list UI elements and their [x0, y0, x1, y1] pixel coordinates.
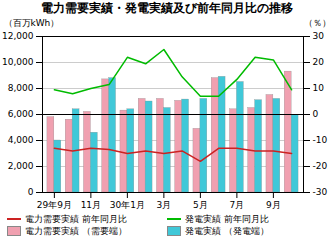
svg-text:2,000: 2,000 — [8, 161, 34, 171]
html-text:発電実績 （発電端）: 発電実績 （発電端） — [184, 226, 269, 236]
svg-text:20: 20 — [313, 57, 325, 67]
svg-text:-20: -20 — [313, 161, 328, 171]
html-text:電力需要実績 （需要端）: 電力需要実績 （需要端） — [24, 226, 127, 236]
svg-text:4,000: 4,000 — [8, 135, 34, 145]
svg-text:30: 30 — [313, 31, 325, 41]
html-text:電力需要実績・発電実績及び前年同月比の推移: 電力需要実績・発電実績及び前年同月比の推移 — [40, 1, 293, 15]
svg-text:9月: 9月 — [266, 200, 281, 210]
svg-text:30年1月: 30年1月 — [110, 200, 145, 210]
html-text:発電実績 前年同月比: 発電実績 前年同月比 — [184, 214, 269, 224]
svg-text:6,000: 6,000 — [8, 109, 34, 119]
svg-text:0: 0 — [28, 187, 34, 197]
svg-text:11月: 11月 — [81, 200, 101, 210]
svg-text:（％）: （％） — [304, 18, 331, 28]
svg-text:-10: -10 — [313, 135, 328, 145]
svg-text:10,000: 10,000 — [2, 57, 34, 67]
svg-text:7月: 7月 — [230, 200, 245, 210]
svg-text:0: 0 — [313, 109, 319, 119]
svg-text:8,000: 8,000 — [8, 83, 34, 93]
svg-text:5月: 5月 — [193, 200, 208, 210]
svg-text:3月: 3月 — [157, 200, 172, 210]
svg-text:12,000: 12,000 — [2, 31, 34, 41]
svg-text:29年9月: 29年9月 — [37, 200, 72, 210]
svg-text:-30: -30 — [313, 187, 328, 197]
html-text:電力需要実績 前年同月比: 電力需要実績 前年同月比 — [24, 214, 127, 224]
svg-text:（百万kWh）: （百万kWh） — [4, 18, 60, 28]
svg-text:10: 10 — [313, 83, 325, 93]
